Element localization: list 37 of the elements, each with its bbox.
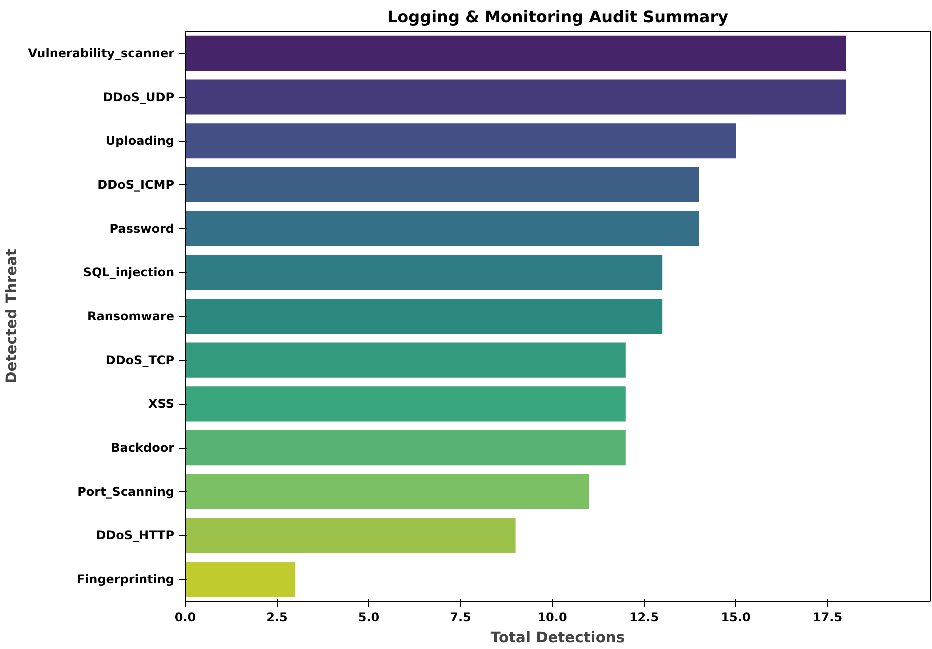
y-tick-label: Ransomware — [87, 310, 175, 324]
bar — [186, 386, 626, 422]
y-tick-label: SQL_injection — [83, 266, 175, 280]
bar — [186, 342, 626, 378]
x-tick-label: 2.5 — [266, 610, 288, 624]
y-tick-label: Uploading — [106, 134, 174, 148]
y-tick-label: Vulnerability_scanner — [28, 46, 175, 60]
x-tick-label: 5.0 — [358, 610, 380, 624]
x-tick-label: 15.0 — [721, 610, 751, 624]
bar — [186, 80, 846, 115]
bar — [186, 298, 663, 334]
bar — [186, 124, 736, 159]
x-tick-label: 17.5 — [812, 610, 843, 624]
y-tick-label: Fingerprinting — [76, 572, 175, 587]
bar — [186, 518, 516, 554]
bar — [186, 474, 590, 510]
bar — [186, 167, 700, 202]
bar — [186, 430, 626, 466]
x-tick-label: 7.5 — [450, 610, 472, 624]
x-tick-label: 12.5 — [629, 610, 660, 624]
y-tick-label: Port_Scanning — [78, 484, 175, 499]
bar — [186, 562, 296, 598]
x-tick-label: 10.0 — [538, 610, 568, 624]
y-tick-label: Password — [110, 222, 175, 236]
x-axis-title: Total Detections — [490, 630, 626, 646]
bar — [186, 211, 700, 246]
chart-title: Logging & Monitoring Audit Summary — [387, 8, 730, 26]
y-tick-label: Backdoor — [111, 441, 175, 456]
bar — [186, 255, 663, 290]
y-tick-label: DDoS_UDP — [103, 90, 175, 104]
y-tick-label: DDoS_TCP — [106, 353, 175, 368]
y-tick-label: XSS — [148, 397, 174, 412]
y-tick-label: DDoS_HTTP — [96, 528, 175, 543]
y-axis-title: Detected Threat — [3, 249, 20, 384]
x-tick-label: 0.0 — [174, 610, 196, 624]
bar — [186, 36, 846, 71]
y-tick-label: DDoS_ICMP — [98, 178, 175, 192]
